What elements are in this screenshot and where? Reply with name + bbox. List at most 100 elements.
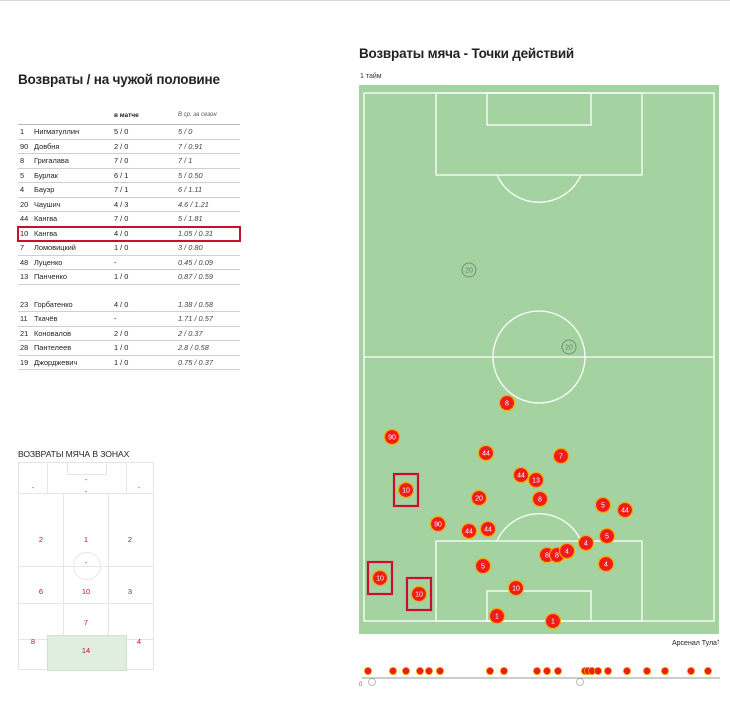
zone-value: - <box>137 483 141 492</box>
player-name: Нигматуллин <box>34 127 80 136</box>
action-marker[interactable]: 13 <box>527 471 545 489</box>
timeline-event-dot[interactable] <box>660 667 669 675</box>
zone-value: - <box>31 483 35 492</box>
zones-title: ВОЗВРАТЫ МЯЧА В ЗОНАХ <box>18 449 130 459</box>
marker-label: 1 <box>551 619 555 626</box>
marker-label: 20 <box>565 345 573 352</box>
action-marker-muted: 20 <box>461 262 477 278</box>
action-marker[interactable]: 20 <box>470 489 488 507</box>
marker-label: 8 <box>545 553 549 560</box>
action-marker[interactable]: 90 <box>429 515 447 533</box>
match-value: 1 / 0 <box>114 243 129 252</box>
zone-value: 8 <box>30 637 36 646</box>
action-marker[interactable]: 44 <box>460 522 478 540</box>
action-marker[interactable]: 8 <box>531 490 549 508</box>
table-row: 5 Бурлак 6 / 1 5 / 0.50 <box>18 169 240 183</box>
player-number: 21 <box>20 328 29 338</box>
timeline-event-dot[interactable] <box>425 667 434 675</box>
marker-label: 1 <box>495 614 499 621</box>
action-marker[interactable]: 5 <box>594 496 612 514</box>
action-marker[interactable]: 44 <box>616 501 634 519</box>
table-row: 13 Панченко 1 / 0 0.87 / 0.59 <box>18 270 240 285</box>
season-value: 7 / 1 <box>178 156 193 165</box>
timeline-event-dot[interactable] <box>499 667 508 675</box>
timeline-event-dot[interactable] <box>416 667 425 675</box>
zone-value: 1 <box>83 535 89 544</box>
timeline-event-dot[interactable] <box>485 667 494 675</box>
season-value: 5 / 1.81 <box>178 214 203 223</box>
table-row: 4 Бауэр 7 / 1 6 / 1.11 <box>18 183 240 198</box>
zone-value: - <box>84 558 88 567</box>
match-value: 7 / 0 <box>114 156 129 165</box>
zone-value: 7 <box>83 618 89 627</box>
player-name: Кангва <box>34 228 58 238</box>
attack-direction-arrow-icon: ↑ <box>716 637 720 646</box>
player-name: Горбатенко <box>34 299 73 309</box>
zone-value: - <box>84 475 88 484</box>
marker-label: 44 <box>465 529 473 536</box>
zone-value: 14 <box>81 646 91 655</box>
player-number: 4 <box>20 185 25 194</box>
action-marker[interactable]: 90 <box>383 428 401 446</box>
action-marker[interactable]: 10 <box>366 560 394 596</box>
action-marker[interactable]: 4 <box>597 555 615 573</box>
column-header-season: В ср. за сезон <box>178 112 217 118</box>
match-value: 6 / 1 <box>114 170 129 180</box>
player-name: Луценко <box>34 257 63 267</box>
timeline: 0 <box>359 667 720 688</box>
timeline-event-dot[interactable] <box>364 667 372 675</box>
marker-label: 10 <box>415 592 423 599</box>
player-name: Григалава <box>34 156 69 165</box>
season-value: 6 / 1.11 <box>178 185 203 194</box>
action-marker[interactable]: 5 <box>598 527 616 545</box>
action-marker[interactable]: 44 <box>477 444 495 462</box>
action-marker[interactable]: 7 <box>552 447 570 465</box>
timeline-event-dot[interactable] <box>436 667 445 675</box>
highlight-box <box>405 576 433 612</box>
action-marker[interactable]: 4 <box>558 542 576 560</box>
timeline-event-dot[interactable] <box>686 667 695 675</box>
action-marker[interactable]: 10 <box>507 579 525 597</box>
action-marker[interactable]: 10 <box>405 576 433 612</box>
timeline-event-dot[interactable] <box>402 667 411 675</box>
action-marker[interactable]: 10 <box>392 472 420 508</box>
action-marker[interactable]: 5 <box>474 557 492 575</box>
action-marker[interactable]: 44 <box>512 466 530 484</box>
season-value: 0.87 / 0.59 <box>178 272 213 281</box>
season-value: 3 / 0.80 <box>178 243 203 252</box>
timeline-event-dot[interactable] <box>642 667 651 675</box>
marker-label: 5 <box>481 564 485 571</box>
zone-value: 3 <box>127 587 133 596</box>
timeline-event-dot[interactable] <box>603 667 612 675</box>
player-name: Кангва <box>34 214 58 223</box>
action-marker[interactable]: 44 <box>479 520 497 538</box>
player-number: 90 <box>20 141 29 151</box>
action-marker[interactable]: 4 <box>577 534 595 552</box>
timeline-event-dot[interactable] <box>593 667 602 675</box>
table-row: 28 Пантелеев 1 / 0 2.8 / 0.58 <box>18 341 240 356</box>
action-marker[interactable]: 8 <box>498 394 516 412</box>
player-number: 20 <box>20 199 29 209</box>
marker-label: 4 <box>604 562 608 569</box>
action-marker[interactable]: 1 <box>488 607 506 625</box>
timeline-event-dot[interactable] <box>532 667 541 675</box>
action-marker[interactable]: 1 <box>544 612 562 630</box>
season-value: 1.05 / 0.31 <box>178 228 213 238</box>
timeline-event-dot[interactable] <box>553 667 562 675</box>
timeline-event-dot[interactable] <box>542 667 551 675</box>
timeline-event-dot[interactable] <box>703 667 712 675</box>
table-header: в матче В ср. за сезон <box>18 110 240 125</box>
marker-label: 13 <box>532 478 540 485</box>
player-number: 48 <box>20 257 29 267</box>
highlight-box <box>366 560 394 596</box>
timeline-event-dot[interactable] <box>622 667 631 675</box>
timeline-event-dot[interactable] <box>388 667 397 675</box>
marker-label: 8 <box>555 553 559 560</box>
zone-value: 2 <box>38 535 44 544</box>
season-value: 1.71 / 0.57 <box>178 314 213 323</box>
match-value: - <box>114 314 117 323</box>
marker-label: 10 <box>402 488 410 495</box>
match-value: 4 / 3 <box>114 199 129 209</box>
match-value: 2 / 0 <box>114 328 129 338</box>
